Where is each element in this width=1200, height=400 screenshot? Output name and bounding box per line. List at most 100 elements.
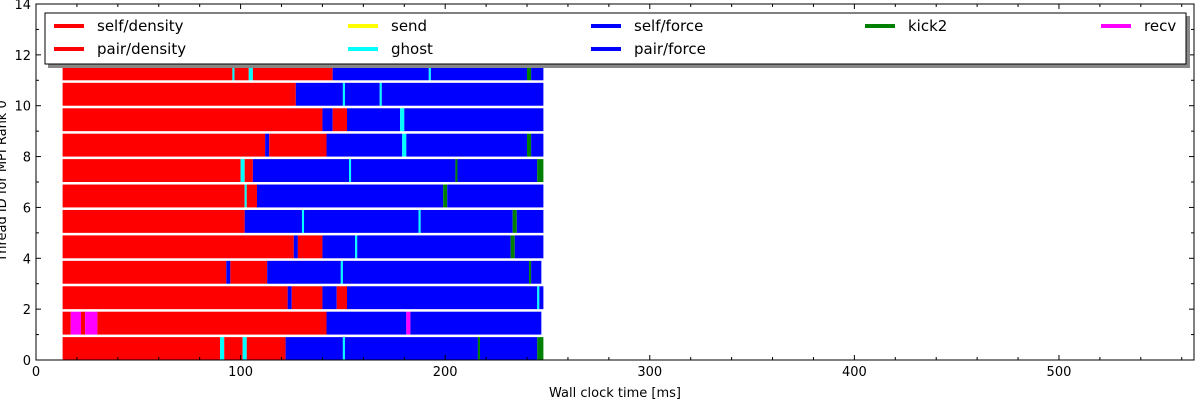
task-bar-thread-6-2 [246,184,257,208]
y-tick-label: 8 [23,151,31,166]
y-tick-label: 6 [23,201,31,216]
x-tick-label: 200 [433,365,458,380]
task-bar-thread-1-1 [70,311,82,335]
legend-box [44,12,1187,65]
task-bar-thread-11-3 [248,57,253,81]
task-bar-thread-0-2 [224,337,243,360]
task-bar-thread-3-3 [267,260,341,284]
task-bar-thread-9-2 [332,108,347,132]
task-bar-thread-5-2 [301,209,305,233]
task-bar-thread-5-4 [418,209,421,233]
task-bar-thread-3-2 [230,260,268,284]
task-bar-thread-6-0 [62,184,245,208]
task-bar-thread-10-0 [62,82,296,106]
task-bar-thread-0-7 [344,337,478,360]
task-bar-thread-7-7 [457,159,538,182]
task-bar-thread-4-1 [293,235,298,259]
x-tick-label: 100 [228,365,253,380]
task-bar-thread-3-6 [529,260,532,284]
legend-label: recv [1144,17,1176,35]
task-bar-thread-3-7 [531,260,542,284]
task-bar-thread-2-6 [537,286,540,310]
task-bar-thread-8-7 [531,133,544,157]
task-bar-thread-2-1 [287,286,292,310]
task-bar-thread-0-1 [220,337,225,360]
task-bar-thread-11-1 [232,57,235,81]
task-bar-thread-7-8 [537,159,544,182]
legend-label: self/density [97,17,184,35]
task-bar-thread-10-4 [379,82,382,106]
task-bar-thread-8-5 [406,133,528,157]
task-bar-thread-2-2 [291,286,323,310]
bars-group [62,57,544,360]
task-bar-thread-4-2 [297,235,323,259]
task-bar-thread-8-6 [527,133,532,157]
task-bar-thread-5-3 [304,209,419,233]
y-tick-label: 4 [23,252,31,267]
task-bar-thread-0-6 [342,337,345,360]
task-bar-thread-7-4 [349,159,352,182]
ticks-group: 0 100 200 300 400 500 0 2 4 6 8 10 12 14 [14,0,1194,380]
task-bar-thread-2-5 [346,286,538,310]
task-bar-thread-6-4 [443,184,448,208]
task-bar-thread-0-9 [479,337,538,360]
x-tick-label: 400 [842,365,867,380]
task-bar-thread-9-4 [400,108,405,132]
x-tick-label: 500 [1047,365,1072,380]
task-bar-thread-1-2 [81,311,86,335]
task-bar-thread-5-1 [244,209,302,233]
task-bar-thread-3-4 [340,260,343,284]
task-bar-thread-8-0 [62,133,266,157]
task-bar-thread-0-0 [62,337,221,360]
task-bar-thread-9-5 [404,108,544,132]
task-bar-thread-4-6 [510,235,515,259]
legend-label: pair/force [634,40,706,58]
legend: self/density pair/density send ghost self/fo… [44,12,1190,68]
task-bar-thread-7-6 [455,159,458,182]
task-bar-thread-9-1 [322,108,333,132]
task-bar-thread-1-6 [406,311,411,335]
y-axis-label: Thread ID for MPI Rank 0 [0,100,10,262]
task-bar-thread-4-0 [62,235,294,259]
task-bar-thread-5-5 [420,209,513,233]
task-bar-thread-10-1 [295,82,343,106]
task-bar-thread-5-0 [62,209,245,233]
task-bar-thread-11-8 [527,57,532,81]
task-bar-thread-5-6 [512,209,517,233]
y-tick-label: 12 [14,49,31,64]
y-tick-label: 14 [14,0,31,13]
task-bar-thread-4-7 [514,235,544,259]
task-bar-thread-8-2 [269,133,327,157]
task-bar-thread-9-0 [62,108,323,132]
task-bar-thread-0-3 [242,337,247,360]
task-bar-thread-3-5 [342,260,530,284]
task-bar-thread-7-5 [351,159,456,182]
task-bar-thread-6-3 [256,184,444,208]
task-bar-thread-4-3 [322,235,356,259]
task-bar-thread-2-7 [539,286,544,310]
task-bar-thread-8-3 [326,133,403,157]
task-bar-thread-0-8 [477,337,480,360]
y-tick-label: 10 [14,100,31,115]
legend-label: self/force [634,17,703,35]
legend-label: pair/density [97,40,186,58]
x-tick-label: 300 [637,365,662,380]
task-bar-thread-2-0 [62,286,288,310]
task-bar-thread-9-3 [346,108,401,132]
task-bar-thread-10-5 [381,82,544,106]
task-bar-thread-1-7 [410,311,542,335]
task-bar-thread-7-2 [244,159,253,182]
task-bar-thread-8-4 [402,133,407,157]
task-bar-thread-2-4 [336,286,347,310]
task-bar-thread-1-0 [62,311,71,335]
legend-label: kick2 [908,17,947,35]
task-bar-thread-7-0 [62,159,241,182]
y-tick-label: 0 [23,354,31,369]
task-bar-thread-0-10 [537,337,544,360]
task-bar-thread-1-5 [326,311,407,335]
task-bar-thread-2-3 [322,286,337,310]
task-bar-thread-8-1 [265,133,270,157]
y-tick-label: 2 [23,303,31,318]
task-bar-thread-1-3 [85,311,98,335]
